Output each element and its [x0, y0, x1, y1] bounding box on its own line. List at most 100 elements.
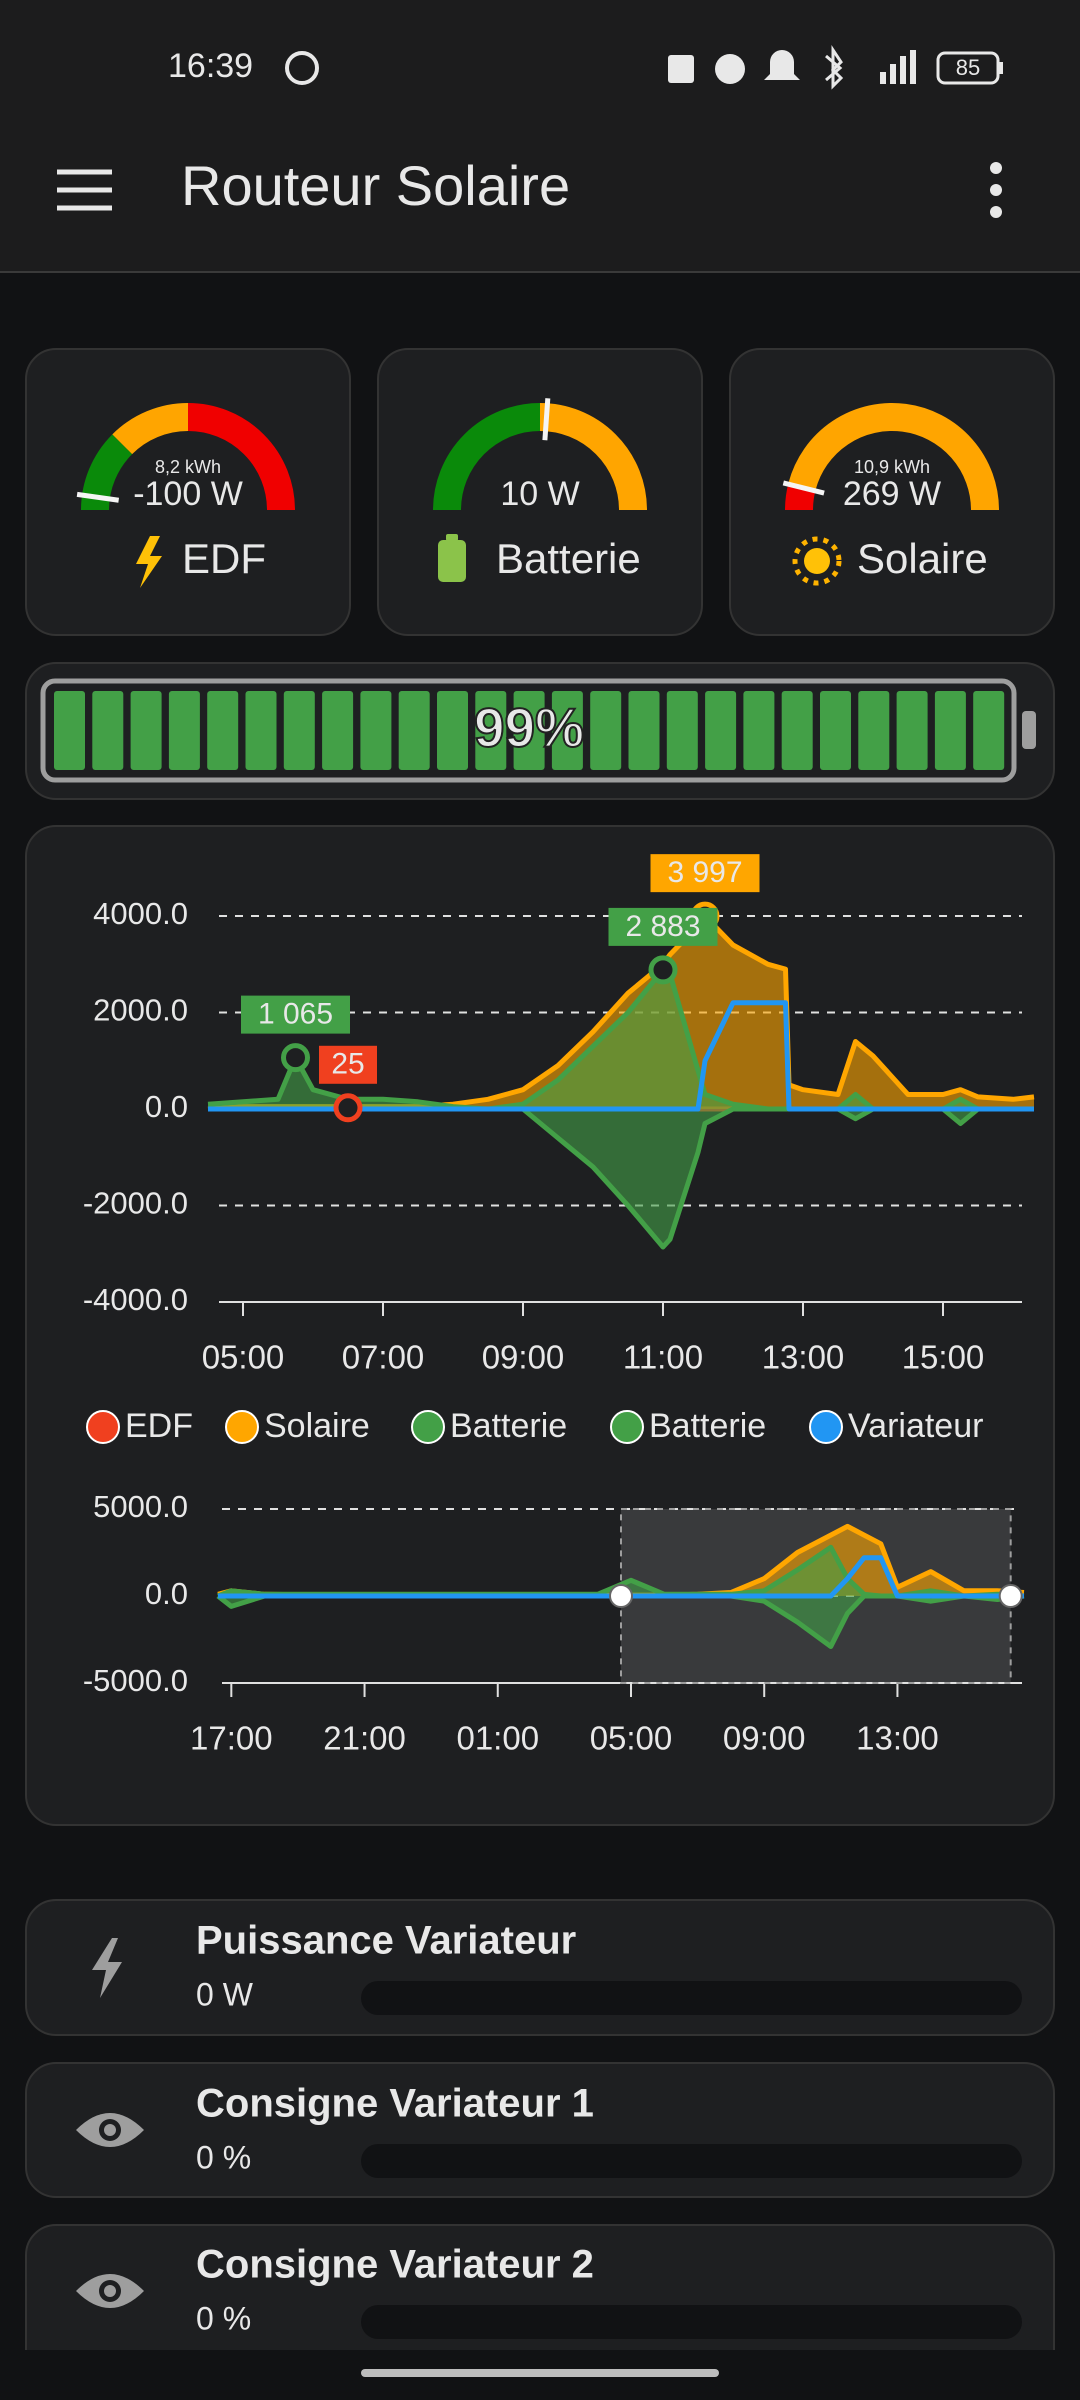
legend-swatch — [225, 1410, 259, 1444]
area-fill — [208, 1109, 1034, 1247]
gauge-arcs — [76, 398, 999, 511]
legend-label: Solaire — [264, 1407, 370, 1445]
battery-segment — [666, 691, 698, 770]
gauge-label: Batterie — [496, 535, 641, 582]
battery-percent: 85 — [956, 55, 980, 80]
value-label: 1 065 — [258, 998, 333, 1031]
battery-segment — [398, 691, 430, 770]
y-tick-label: 0.0 — [145, 1576, 188, 1611]
gauge-segment — [539, 403, 647, 511]
entity-state: 0 W — [196, 1976, 254, 2012]
mute-icon — [764, 50, 800, 80]
value-label-box — [650, 854, 760, 893]
data-point — [648, 955, 678, 985]
value-label-box — [319, 1045, 377, 1084]
battery-segment — [973, 691, 1005, 770]
battery-segment — [705, 691, 737, 770]
x-tick-label: 07:00 — [342, 1339, 425, 1376]
y-tick-label: 4000.0 — [93, 896, 188, 931]
legend-swatch — [86, 1410, 120, 1444]
battery-segment — [360, 691, 392, 770]
signal-icon — [880, 50, 916, 84]
x-tick-label: 13:00 — [856, 1720, 939, 1757]
x-tick-label: 05:00 — [590, 1720, 673, 1757]
flash-icon — [92, 1938, 122, 1998]
whatsapp-icon — [285, 51, 319, 85]
y-tick-label: -5000.0 — [83, 1663, 188, 1698]
battery-tip — [999, 62, 1003, 74]
entity-bar — [361, 2305, 1022, 2339]
battery-segment — [245, 691, 277, 770]
battery-label-icon — [438, 540, 466, 582]
battery-segment — [896, 691, 928, 770]
y-tick-label: 0.0 — [145, 1089, 188, 1124]
battery-segment — [858, 691, 890, 770]
battery-segment — [92, 691, 124, 770]
area-fill — [218, 1547, 1024, 1596]
legend-label: Variateur — [848, 1407, 983, 1445]
legend-label: Batterie — [450, 1407, 567, 1445]
gauge-needle — [76, 491, 120, 503]
x-tick-label: 09:00 — [723, 1720, 806, 1757]
entity-name: Consigne Variateur 1 — [196, 2082, 594, 2126]
battery-segment — [130, 691, 162, 770]
gauge-card[interactable] — [25, 348, 351, 636]
gauge-segment — [112, 403, 189, 455]
legend-swatch — [411, 1410, 445, 1444]
top-bar — [0, 0, 1080, 272]
x-tick-label: 15:00 — [902, 1339, 985, 1376]
home-indicator[interactable] — [361, 2369, 719, 2377]
battery-level: 99% — [474, 697, 584, 759]
entity-name: Consigne Variateur 2 — [196, 2243, 594, 2287]
series-line — [218, 1555, 1024, 1599]
value-label: 3 997 — [667, 856, 742, 889]
gauge-label: EDF — [182, 535, 266, 582]
battery-segment — [551, 691, 583, 770]
battery-outline-tip — [1022, 711, 1036, 749]
battery-segment — [743, 691, 775, 770]
x-tick-label: 17:00 — [190, 1720, 273, 1757]
entity-name: Puissance Variateur — [196, 1919, 576, 1963]
gauge-value: 269 W — [843, 475, 941, 513]
clock: 16:39 — [168, 47, 253, 85]
battery-segment — [820, 691, 851, 770]
x-tick-label: 09:00 — [482, 1339, 565, 1376]
battery-segment — [437, 691, 468, 770]
x-tick-label: 21:00 — [323, 1720, 406, 1757]
battery-segment — [322, 691, 354, 770]
x-tick-label: 05:00 — [202, 1339, 285, 1376]
edf-icon — [136, 536, 162, 588]
value-label-box — [241, 995, 350, 1034]
gauge-needle — [782, 480, 825, 496]
value-label-box — [608, 907, 718, 946]
x-tick-label: 11:00 — [623, 1339, 703, 1376]
battery-label-icon-tip — [446, 534, 458, 541]
sun-icon — [792, 536, 842, 586]
battery-segment — [475, 691, 507, 770]
legend-swatch — [610, 1410, 644, 1444]
selection-handle — [609, 1584, 633, 1608]
x-tick-label: 13:00 — [762, 1339, 845, 1376]
battery-segment — [781, 691, 813, 770]
gauge-energy: 8,2 kWh — [155, 457, 221, 477]
battery-segment — [513, 691, 545, 770]
app-title: Routeur Solaire — [181, 154, 570, 217]
battery-segment — [590, 691, 622, 770]
legend-label: EDF — [125, 1407, 193, 1445]
overflow-menu[interactable] — [990, 162, 1002, 218]
gauge-segment — [187, 403, 295, 511]
x-tick-label: 01:00 — [456, 1720, 539, 1757]
eye-icon — [76, 2274, 144, 2308]
data-point — [281, 1043, 310, 1073]
bluetooth-icon — [825, 45, 844, 90]
eye-icon — [76, 2113, 144, 2147]
y-tick-label: 2000.0 — [93, 993, 188, 1028]
gauge-segment — [433, 403, 541, 511]
menu-button[interactable] — [57, 169, 112, 211]
gauge-needle — [542, 398, 551, 441]
charts: -4000.0 -2000.0 0.0 2000.0 4000.0 05:00 07:00 0… — [83, 854, 1035, 1757]
area-fill — [208, 916, 1034, 1109]
alarm-icon — [715, 54, 745, 84]
entity-bar — [361, 1981, 1022, 2015]
gauge-label: Solaire — [857, 535, 988, 582]
